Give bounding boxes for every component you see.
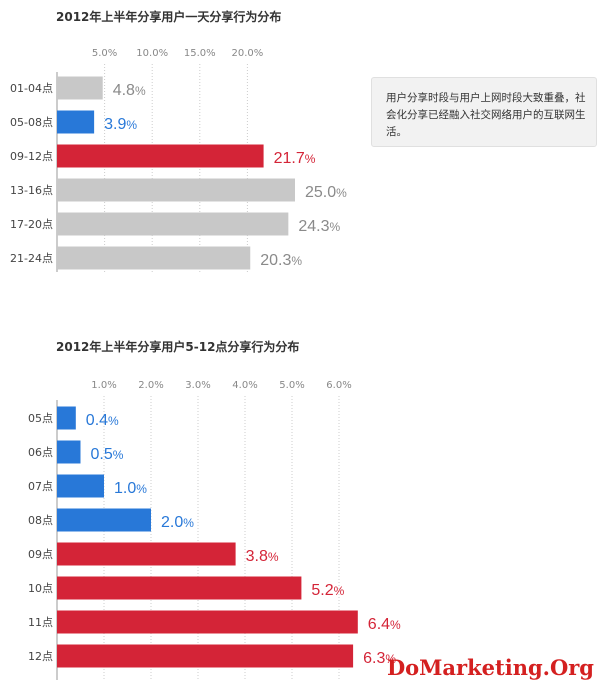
chart-2-title: 2012年上半年分享用户5-12点分享行为分布	[56, 340, 300, 354]
chart1-bar	[57, 144, 264, 168]
chart2-category-label: 06点	[28, 446, 53, 459]
chart2-data-label: 1.0%	[114, 480, 147, 497]
chart-1-title: 2012年上半年分享用户一天分享行为分布	[56, 10, 282, 24]
chart2-category-label: 07点	[28, 480, 53, 493]
chart2-bar	[57, 508, 151, 532]
chart2-data-label: 0.5%	[91, 446, 124, 463]
chart1-category-label: 21-24点	[10, 252, 53, 265]
chart2-x-tick-label: 2.0%	[138, 380, 163, 391]
chart-2-morning-distribution: 1.0% 2.0% 3.0% 4.0% 5.0% 6.0% 05点 0.4% 06点 0.5% 07…	[28, 380, 401, 680]
annotation-note: 用户分享时段与用户上网时段大致重叠，社会化分享已经融入社交网络用户的互联网生活。	[371, 77, 597, 147]
chart2-bar	[57, 474, 104, 498]
chart1-data-label: 20.3%	[260, 252, 302, 269]
chart2-x-tick-label: 3.0%	[185, 380, 210, 391]
chart2-x-tick-label: 1.0%	[91, 380, 116, 391]
chart2-bar	[57, 440, 81, 464]
chart1-bar	[57, 212, 289, 236]
chart2-x-tick-label: 6.0%	[326, 380, 351, 391]
chart1-category-label: 05-08点	[10, 116, 53, 129]
chart1-data-label: 25.0%	[305, 184, 347, 201]
chart1-data-label: 24.3%	[298, 218, 340, 235]
chart2-category-label: 11点	[28, 616, 53, 629]
chart1-category-label: 17-20点	[10, 218, 53, 231]
chart1-x-tick-label: 10.0%	[136, 48, 168, 59]
chart2-x-tick-label: 4.0%	[232, 380, 257, 391]
chart1-bar	[57, 178, 295, 202]
chart-1-daily-distribution: 5.0% 10.0% 15.0% 20.0% 01-04点 4.8% 05-08点 3.9% 0…	[10, 48, 347, 272]
chart1-bar	[57, 110, 95, 134]
chart1-data-label: 21.7%	[274, 150, 316, 167]
chart2-category-label: 05点	[28, 412, 53, 425]
chart2-bar	[57, 542, 236, 566]
chart1-data-label: 3.9%	[104, 116, 137, 133]
chart2-data-label: 5.2%	[311, 582, 344, 599]
chart2-category-label: 12点	[28, 650, 53, 663]
chart1-x-tick-label: 5.0%	[92, 48, 117, 59]
watermark-logo: DoMarketing.Org	[386, 655, 594, 680]
chart1-bar	[57, 76, 103, 100]
chart1-data-label: 4.8%	[113, 82, 146, 99]
chart2-data-label: 6.3%	[363, 650, 396, 667]
chart2-category-label: 09点	[28, 548, 53, 561]
chart2-data-label: 6.4%	[368, 616, 401, 633]
chart1-category-label: 01-04点	[10, 82, 53, 95]
chart2-category-label: 10点	[28, 582, 53, 595]
chart1-x-tick-label: 15.0%	[184, 48, 216, 59]
chart2-category-label: 08点	[28, 514, 53, 527]
chart2-data-label: 0.4%	[86, 412, 119, 429]
chart2-data-label: 2.0%	[161, 514, 194, 531]
chart1-category-label: 09-12点	[10, 150, 53, 163]
chart2-bar	[57, 644, 354, 668]
chart2-bar	[57, 610, 358, 634]
chart1-bar	[57, 246, 251, 270]
chart2-bar	[57, 406, 76, 430]
chart2-data-label: 3.8%	[246, 548, 279, 565]
chart2-x-tick-label: 5.0%	[279, 380, 304, 391]
chart1-x-tick-label: 20.0%	[232, 48, 264, 59]
chart1-category-label: 13-16点	[10, 184, 53, 197]
chart2-bar	[57, 576, 302, 600]
